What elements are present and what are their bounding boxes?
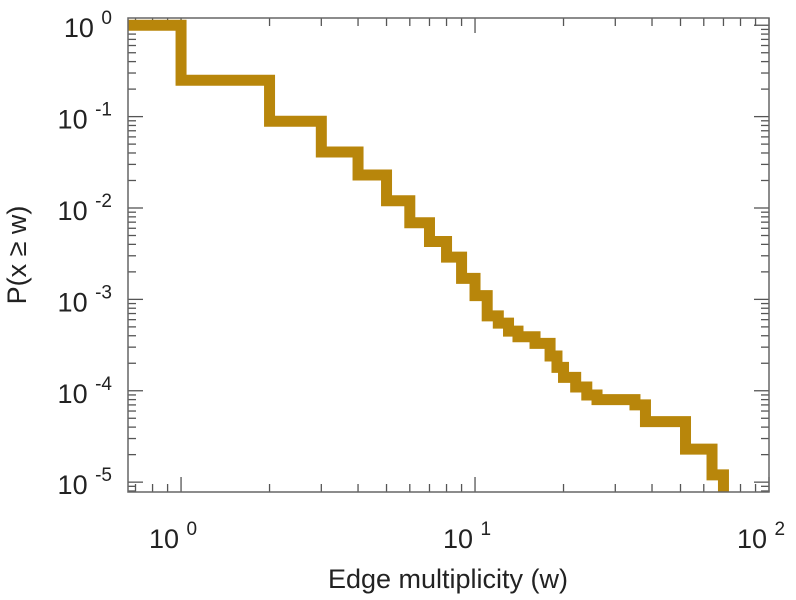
y-tick-label: 10 -5 (58, 465, 112, 500)
y-tick-label: 10 -1 (58, 100, 112, 135)
plot-frame (127, 17, 770, 493)
y-tick-label: 10 -2 (58, 191, 112, 226)
x-tick-label: 10 0 (149, 519, 197, 554)
ccdf-step-line (128, 19, 729, 492)
x-tick-labels: 10 0 10 1 10 2 (149, 519, 785, 554)
y-tick-labels: 10 0 10 -1 10 -2 10 -3 10 -4 10 -5 (58, 8, 113, 500)
y-tick-label: 10 0 (64, 8, 112, 43)
y-tick-label: 10 -4 (58, 374, 113, 409)
x-axis-label: Edge multiplicity (w) (328, 564, 568, 594)
y-tick-label: 10 -3 (58, 282, 112, 317)
x-tick-label: 10 1 (443, 519, 491, 554)
y-axis-label: P(x ≥ w) (2, 206, 32, 305)
x-tick-label: 10 2 (737, 519, 785, 554)
